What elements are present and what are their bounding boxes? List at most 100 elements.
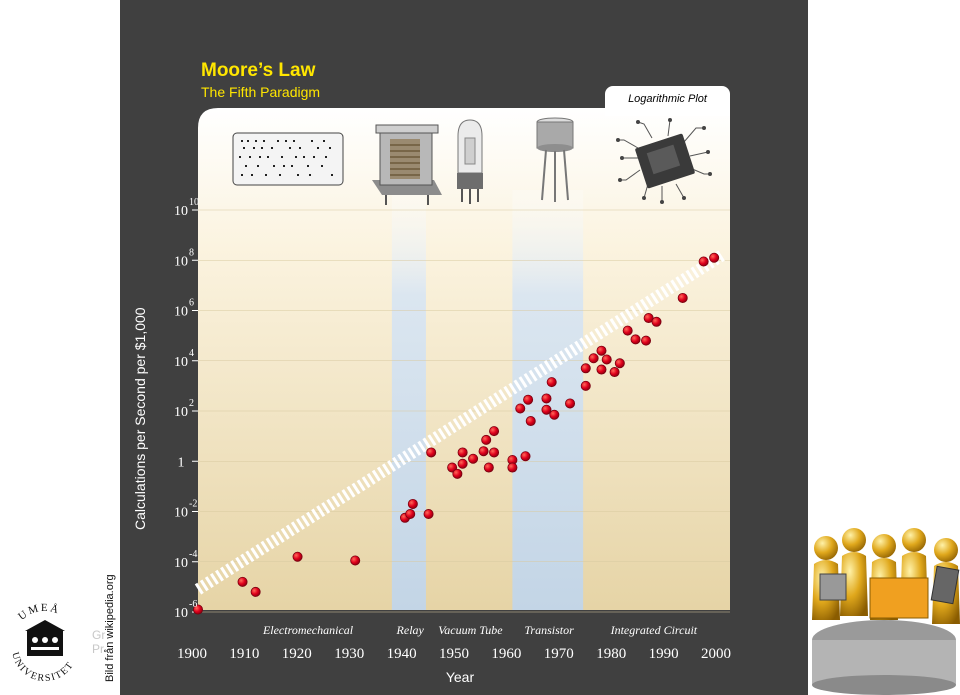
data-point xyxy=(523,394,534,405)
data-point xyxy=(468,453,479,464)
data-point xyxy=(489,447,500,458)
data-point xyxy=(614,358,625,369)
vacuum-tube-icon xyxy=(457,119,483,204)
data-point xyxy=(481,434,492,445)
data-point xyxy=(457,458,468,469)
data-point xyxy=(651,316,662,327)
data-point xyxy=(515,403,526,414)
paradigm-label: Vacuum Tube xyxy=(438,623,503,637)
x-tick-label: 1950 xyxy=(439,646,469,662)
data-point xyxy=(192,604,203,615)
data-point xyxy=(483,462,494,473)
data-point xyxy=(549,409,560,420)
data-point xyxy=(452,468,463,479)
data-point xyxy=(596,364,607,375)
transistor-icon xyxy=(536,117,574,202)
data-point xyxy=(457,447,468,458)
data-point xyxy=(292,551,303,562)
x-tick-label: 1970 xyxy=(544,646,574,662)
paradigm-labels: Electromechanical Relay Vacuum Tube Transis… xyxy=(262,623,698,637)
gold-people-computers-icon xyxy=(812,528,960,695)
data-points xyxy=(192,252,720,615)
punch-card-icon xyxy=(232,132,344,186)
x-tick-label: 1910 xyxy=(229,646,259,662)
data-point xyxy=(426,447,437,458)
data-point xyxy=(630,334,641,345)
data-point xyxy=(677,292,688,303)
x-tick-label: 1900 xyxy=(177,646,207,662)
relay-icon xyxy=(372,124,442,205)
plot-panel xyxy=(198,108,730,610)
y-tick-label: 1 xyxy=(178,455,185,470)
log-scale-label: Logarithmic Plot xyxy=(628,93,707,105)
paradigm-band xyxy=(391,190,426,610)
y-tick-label: 10 xyxy=(174,355,188,370)
data-point xyxy=(237,576,248,587)
trend-line xyxy=(194,250,726,595)
svg-text:UMEÅ: UMEÅ xyxy=(16,602,62,623)
ghost-text-line: Pr xyxy=(92,642,104,656)
x-tick-label: 1980 xyxy=(596,646,626,662)
data-point xyxy=(580,363,591,374)
chart-subtitle: The Fifth Paradigm xyxy=(201,84,321,100)
data-point xyxy=(709,252,720,263)
y-tick-label: 10 xyxy=(174,405,188,420)
y-axis-label: Calculations per Second per $1,000 xyxy=(132,307,148,530)
paradigm-label: Electromechanical xyxy=(262,623,354,637)
data-point xyxy=(698,256,709,267)
log-scale-tab: Logarithmic Plot xyxy=(605,86,730,116)
x-tick-label: 1940 xyxy=(387,646,417,662)
data-point xyxy=(423,509,434,520)
data-point xyxy=(405,509,416,520)
y-tick-label: 10 xyxy=(174,606,188,621)
x-tick-label: 1930 xyxy=(334,646,364,662)
data-point xyxy=(489,426,500,437)
y-tick-label: 10 xyxy=(174,254,188,269)
data-point xyxy=(478,446,489,457)
data-point xyxy=(565,398,576,409)
umea-university-logo: UMEÅ UNIVERSITET xyxy=(9,602,75,684)
data-point xyxy=(596,345,607,356)
data-point xyxy=(520,451,531,462)
y-tick-exponent: -6 xyxy=(189,599,197,610)
y-tick-exponent: -4 xyxy=(189,549,197,560)
x-tick-label: 1920 xyxy=(282,646,312,662)
data-point xyxy=(407,498,418,509)
x-axis-label: Year xyxy=(446,669,475,685)
data-point xyxy=(641,335,652,346)
paradigm-label: Transistor xyxy=(524,623,574,637)
data-point xyxy=(601,354,612,365)
x-tick-label: 1960 xyxy=(491,646,521,662)
data-point xyxy=(507,462,518,473)
ghost-text-line: Gr xyxy=(92,628,106,642)
x-tick-labels: 1900 1910 1920 1930 1940 1950 1960 1970 1980 1990… xyxy=(177,646,731,662)
y-tick-exponent: -2 xyxy=(189,499,197,510)
data-point xyxy=(525,416,536,427)
data-point xyxy=(580,380,591,391)
y-tick-label: 10 xyxy=(174,204,188,219)
y-tick-exponent: 2 xyxy=(189,398,194,409)
chart-title: Moore’s Law xyxy=(201,60,316,81)
data-point xyxy=(350,555,361,566)
y-tick-label: 10 xyxy=(174,506,188,521)
integrated-circuit-icon xyxy=(616,118,712,204)
data-point xyxy=(250,586,261,597)
data-point xyxy=(541,393,552,404)
paradigm-label: Integrated Circuit xyxy=(610,623,698,637)
data-point xyxy=(622,325,633,336)
y-tick-label: 10 xyxy=(174,556,188,571)
ghost-text: Gr Pr xyxy=(92,628,105,656)
data-point xyxy=(541,404,552,415)
y-tick-label: 10 xyxy=(174,305,188,320)
trend-band xyxy=(194,250,726,595)
y-tick-exponent: 4 xyxy=(189,348,194,359)
paradigm-label: Relay xyxy=(396,623,425,637)
y-tick-exponent: 6 xyxy=(189,298,194,309)
y-tick-exponent: 8 xyxy=(189,247,194,258)
image-credit: Bild från wikipedia.org xyxy=(104,574,116,682)
data-point xyxy=(609,367,620,378)
y-tick-exponent: 10 xyxy=(189,197,199,208)
data-point xyxy=(588,353,599,364)
